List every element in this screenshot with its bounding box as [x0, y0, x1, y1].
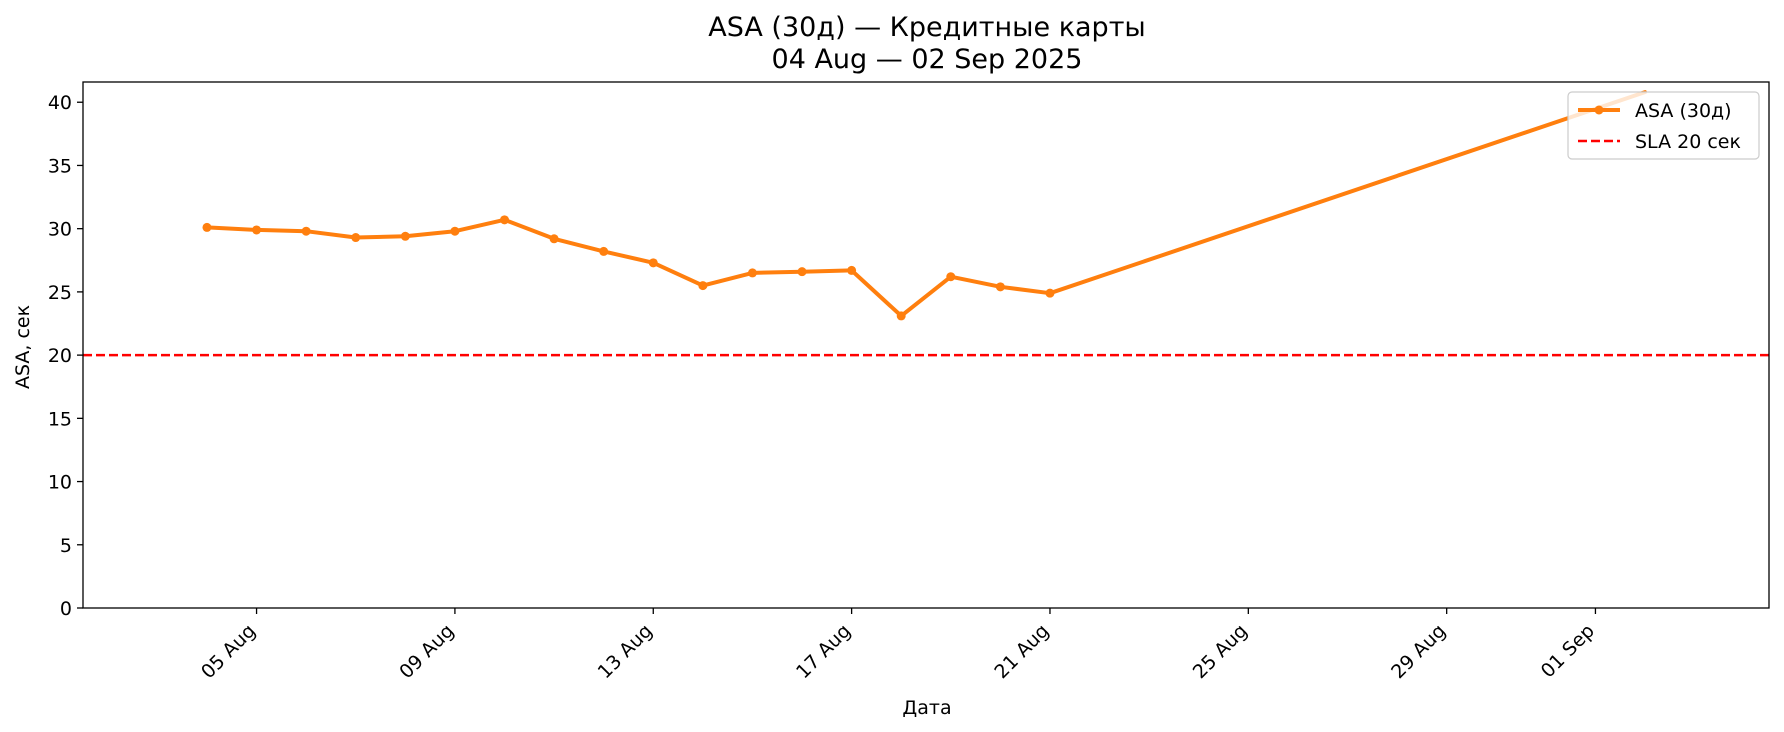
- data-point: [896, 311, 906, 321]
- legend: ASA (30д) SLA 20 сек: [1567, 91, 1760, 160]
- y-tick-label: 20: [48, 345, 72, 367]
- data-point: [1045, 288, 1055, 298]
- data-point: [252, 225, 262, 235]
- data-point: [797, 267, 807, 277]
- axes-frame: [82, 81, 1770, 609]
- data-point: [202, 222, 212, 232]
- y-axis-label: ASA, сек: [12, 305, 34, 389]
- y-tick-label: 35: [48, 155, 72, 177]
- y-tick-label: 15: [48, 408, 72, 430]
- y-tick-label: 5: [60, 535, 72, 557]
- y-tick-label: 30: [48, 219, 72, 241]
- y-tick-label: 0: [60, 598, 72, 620]
- y-tick-label: 10: [48, 472, 72, 494]
- data-point: [847, 265, 857, 275]
- data-point: [946, 272, 956, 282]
- chart-subtitle: 04 Aug — 02 Sep 2025: [772, 44, 1083, 75]
- plot-area: [83, 90, 1769, 357]
- legend-label-sla: SLA 20 сек: [1635, 131, 1741, 153]
- data-point: [995, 282, 1005, 292]
- data-point: [549, 234, 559, 244]
- data-point: [351, 233, 361, 243]
- data-point: [301, 226, 311, 236]
- legend-label-asa: ASA (30д): [1635, 100, 1732, 122]
- data-point: [648, 258, 658, 268]
- legend-marker-asa: [1594, 105, 1604, 115]
- data-point: [500, 215, 509, 225]
- data-point: [599, 246, 609, 256]
- x-axis-label: Дата: [902, 697, 951, 719]
- data-point: [747, 268, 757, 278]
- data-point: [400, 231, 410, 241]
- data-point: [698, 281, 708, 291]
- chart-title: ASA (30д) — Кредитные карты: [708, 12, 1145, 43]
- y-tick-label: 40: [48, 92, 72, 114]
- data-point: [450, 226, 460, 236]
- y-tick-label: 25: [48, 282, 72, 304]
